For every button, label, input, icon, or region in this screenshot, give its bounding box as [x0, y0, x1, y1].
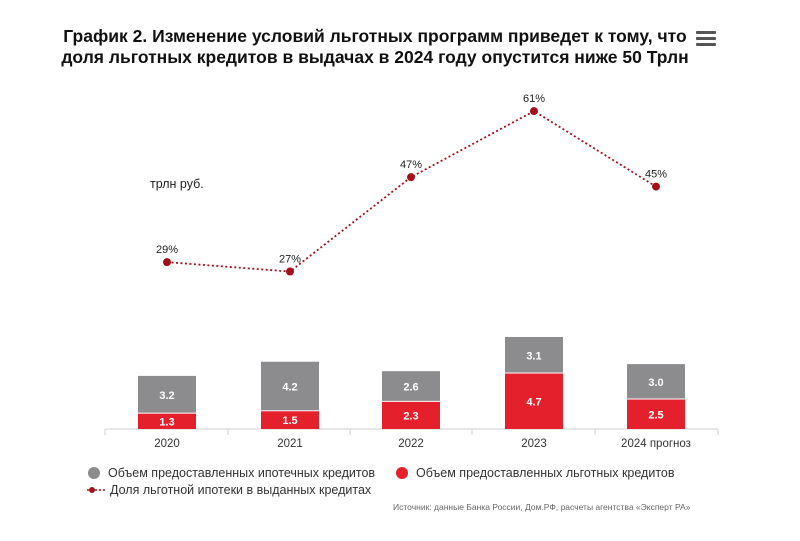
y-unit-label: трлн руб. — [150, 177, 204, 191]
bar-label-mortgage: 3.2 — [159, 390, 174, 402]
bar-preferential — [261, 411, 319, 429]
share-point — [163, 258, 171, 267]
bar-mortgage — [382, 371, 440, 401]
x-tick-label: 2021 — [277, 438, 303, 450]
bar-preferential — [382, 401, 440, 429]
hamburger-menu-icon[interactable] — [696, 31, 716, 47]
share-label: 61% — [523, 93, 545, 105]
bar-mortgage — [627, 364, 685, 399]
legend-red-dot-icon — [396, 467, 408, 479]
share-point — [286, 267, 294, 276]
legend-line-icon — [87, 487, 107, 493]
bar-preferential — [627, 399, 685, 429]
bar-mortgage — [505, 336, 563, 373]
bar-mortgage — [138, 375, 196, 413]
bar-label-preferential: 4.7 — [526, 396, 541, 408]
bar-label-preferential: 2.5 — [648, 409, 663, 421]
legend-gray-dot-icon — [88, 467, 100, 479]
x-tick-label: 2024 прогноз — [621, 438, 691, 450]
x-tick-label: 2020 — [154, 438, 180, 450]
bar-preferential — [505, 373, 563, 429]
bar-label-mortgage: 3.1 — [526, 350, 541, 362]
share-label: 27% — [279, 254, 301, 266]
legend-label-mortgage: Объем предоставленных ипотечных кредитов — [108, 466, 376, 480]
share-line — [166, 110, 657, 273]
share-point — [652, 182, 660, 191]
share-label: 29% — [156, 244, 178, 256]
bar-label-mortgage: 4.2 — [282, 382, 297, 394]
legend-item-share: Доля льготной ипотеки в выданных кредита… — [86, 483, 371, 497]
legend-item-mortgage: Объем предоставленных ипотечных кредитов — [88, 466, 375, 480]
bar-label-preferential: 1.5 — [282, 415, 297, 427]
share-point — [407, 173, 415, 182]
bar-label-mortgage: 3.0 — [648, 377, 663, 389]
bar-mortgage — [261, 361, 319, 411]
bar-label-mortgage: 2.6 — [403, 382, 418, 394]
chart-title: График 2. Изменение условий льготных про… — [61, 26, 689, 67]
share-point — [530, 107, 538, 116]
bar-preferential — [138, 413, 196, 429]
bar-label-preferential: 2.3 — [403, 410, 418, 422]
legend-item-preferential: Объем предоставленных льготных кредитов — [396, 466, 675, 480]
share-label: 47% — [400, 159, 422, 171]
bar-label-preferential: 1.3 — [159, 416, 174, 428]
source-note: Источник: данные Банка России, Дом.РФ, р… — [393, 502, 691, 512]
x-tick-label: 2022 — [398, 438, 424, 450]
legend-label-share: Доля льготной ипотеки в выданных кредита… — [110, 483, 372, 497]
x-tick-label: 2023 — [521, 438, 547, 450]
legend-label-preferential: Объем предоставленных льготных кредитов — [416, 466, 675, 480]
share-label: 45% — [645, 169, 667, 181]
